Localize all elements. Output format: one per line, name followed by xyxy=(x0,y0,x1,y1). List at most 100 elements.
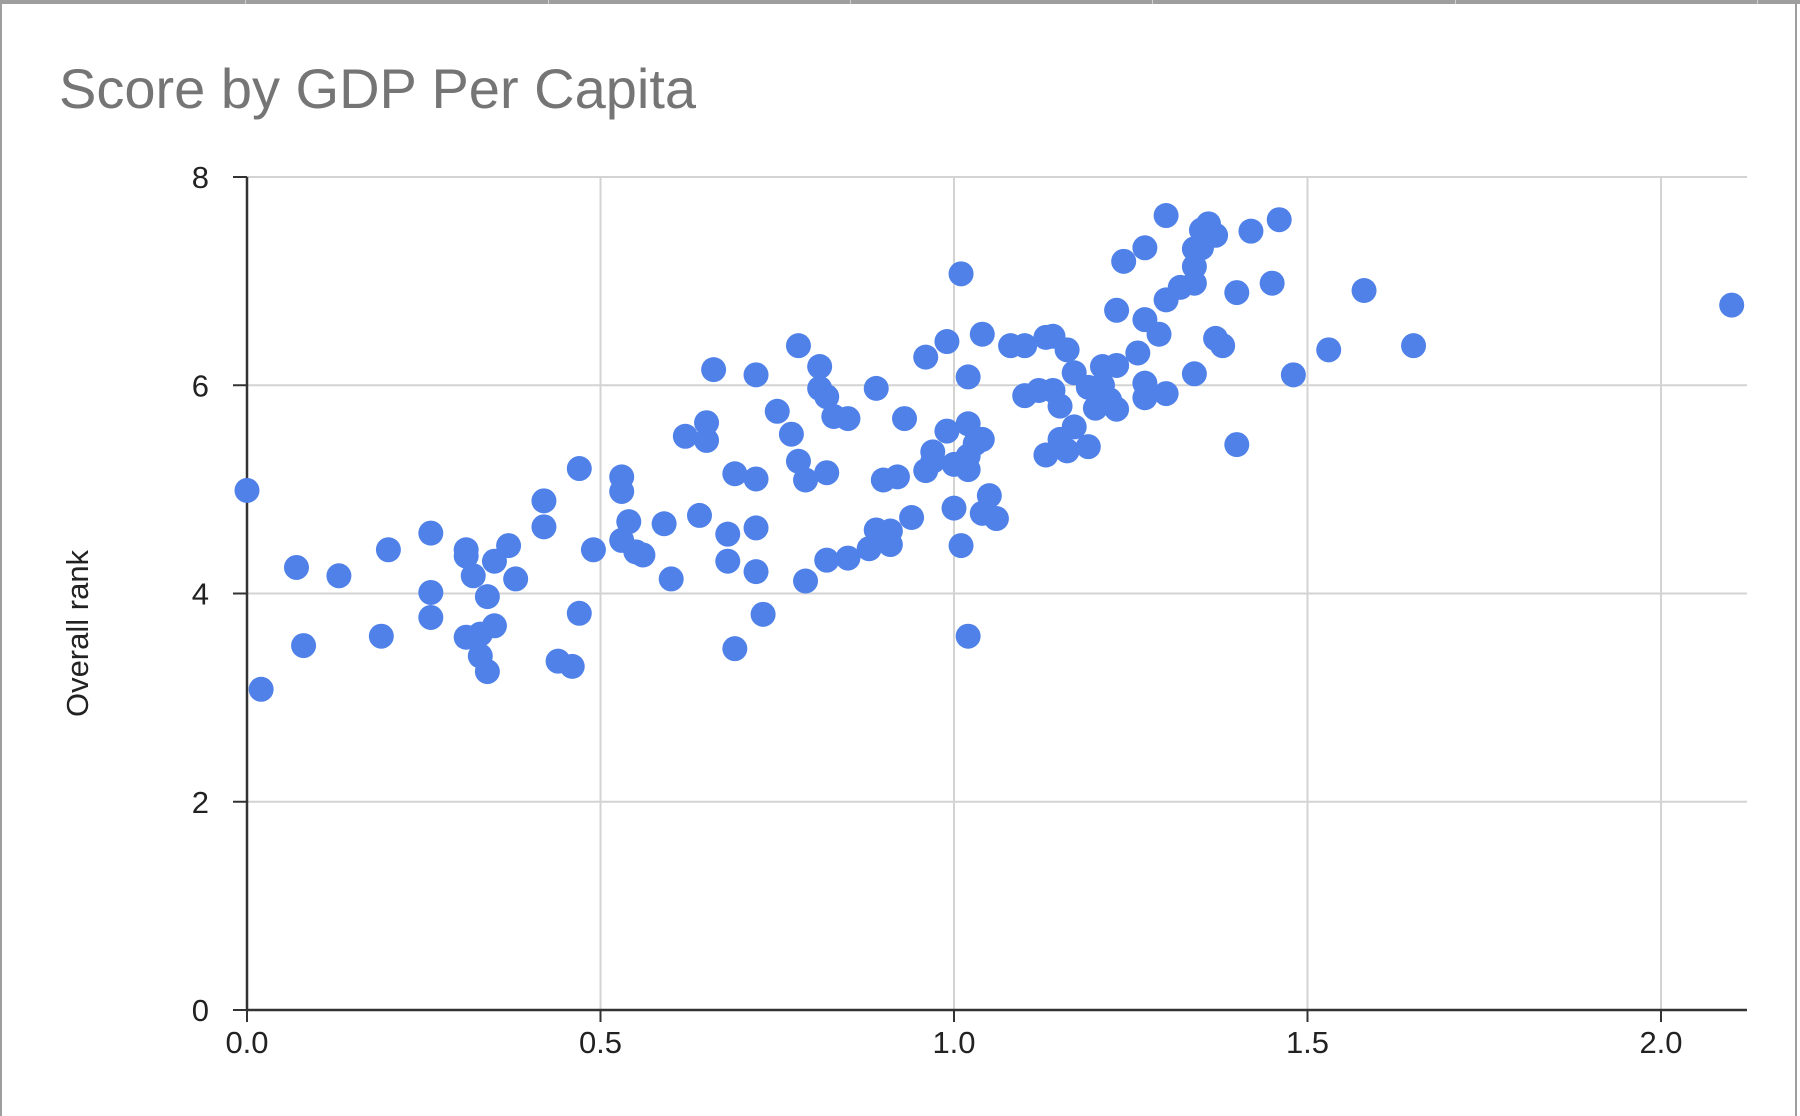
spreadsheet-grid-edge xyxy=(0,0,1800,4)
data-point xyxy=(1054,337,1080,363)
data-point xyxy=(1061,414,1087,440)
data-point xyxy=(566,600,592,626)
data-point xyxy=(969,426,995,452)
data-point xyxy=(913,344,939,370)
data-point xyxy=(1316,337,1342,363)
data-point xyxy=(1153,287,1179,313)
spreadsheet-column-divider xyxy=(1757,0,1758,5)
data-point xyxy=(453,537,479,563)
data-point xyxy=(326,563,352,589)
data-point xyxy=(1104,396,1130,422)
data-point xyxy=(892,406,918,432)
data-point xyxy=(1012,333,1038,359)
data-point xyxy=(835,545,861,571)
data-point xyxy=(778,421,804,447)
data-point xyxy=(1401,333,1427,359)
data-point xyxy=(503,566,529,592)
data-point xyxy=(1351,277,1377,303)
data-point xyxy=(1146,321,1172,347)
data-point xyxy=(234,477,260,503)
data-point xyxy=(814,384,840,410)
data-point xyxy=(835,406,861,432)
spreadsheet-column-divider xyxy=(548,0,549,5)
data-point xyxy=(481,613,507,639)
data-point xyxy=(291,633,317,659)
data-point xyxy=(941,495,967,521)
data-point xyxy=(1210,333,1236,359)
data-point xyxy=(1153,381,1179,407)
data-point xyxy=(474,584,500,610)
spreadsheet-column-divider xyxy=(850,0,851,5)
chart-title: Score by GDP Per Capita xyxy=(59,57,697,120)
spreadsheet-column-divider xyxy=(245,0,246,5)
data-point xyxy=(418,604,444,630)
data-point xyxy=(1224,432,1250,458)
data-point xyxy=(1238,218,1264,244)
data-point xyxy=(743,559,769,585)
data-point xyxy=(715,548,741,574)
data-point xyxy=(1125,340,1151,366)
data-point xyxy=(793,467,819,493)
y-tick-label: 4 xyxy=(192,577,209,612)
x-tick-label: 2.0 xyxy=(1639,1025,1682,1060)
data-point xyxy=(934,329,960,355)
x-tick-label: 1.5 xyxy=(1286,1025,1329,1060)
spreadsheet-column-divider xyxy=(1152,0,1153,5)
data-point xyxy=(1082,395,1108,421)
data-point xyxy=(1719,292,1745,318)
data-point xyxy=(722,636,748,662)
data-point xyxy=(955,364,981,390)
data-point xyxy=(814,460,840,486)
data-point xyxy=(722,461,748,487)
data-point xyxy=(764,398,790,424)
data-point xyxy=(580,537,606,563)
data-point xyxy=(1280,362,1306,388)
data-point xyxy=(1181,236,1207,262)
data-point xyxy=(884,464,910,490)
data-point xyxy=(1132,235,1158,261)
data-point xyxy=(1104,297,1130,323)
data-point xyxy=(955,623,981,649)
data-point xyxy=(1259,270,1285,296)
y-tick-label: 6 xyxy=(192,368,209,403)
data-point xyxy=(1047,393,1073,419)
data-point xyxy=(983,506,1009,532)
data-point xyxy=(715,521,741,547)
x-tick-label: 0.0 xyxy=(225,1025,268,1060)
data-point xyxy=(248,676,274,702)
data-point xyxy=(969,321,995,347)
y-tick-label: 8 xyxy=(192,160,209,195)
data-point xyxy=(616,509,642,535)
data-point xyxy=(856,536,882,562)
chart-container[interactable]: Score by GDP Per Capita 0 2 4 6 8 0.0 0.5 1.0 1.… xyxy=(0,4,1797,1116)
data-point xyxy=(658,566,684,592)
data-point xyxy=(375,537,401,563)
x-tick-label: 1.0 xyxy=(932,1025,975,1060)
data-point xyxy=(630,542,656,568)
data-point xyxy=(750,601,776,627)
data-point xyxy=(743,466,769,492)
data-point xyxy=(899,504,925,530)
spreadsheet-column-divider xyxy=(1455,0,1456,5)
data-point xyxy=(531,488,557,514)
data-point xyxy=(1111,248,1137,274)
data-point xyxy=(474,659,500,685)
data-point xyxy=(743,362,769,388)
data-point xyxy=(807,354,833,380)
scatter-plot: 0 2 4 6 8 0.0 0.5 1.0 1.5 2.0 Overall rank xyxy=(60,160,1747,1060)
data-point xyxy=(1224,280,1250,306)
data-point xyxy=(814,547,840,573)
data-point xyxy=(460,563,486,589)
data-point xyxy=(920,448,946,474)
data-point xyxy=(948,261,974,287)
data-point xyxy=(701,357,727,383)
data-point xyxy=(877,532,903,558)
data-point xyxy=(863,375,889,401)
data-point xyxy=(1266,207,1292,233)
data-point xyxy=(1054,438,1080,464)
data-point xyxy=(694,427,720,453)
data-point xyxy=(1132,370,1158,396)
data-point xyxy=(743,515,769,541)
data-point xyxy=(793,568,819,594)
